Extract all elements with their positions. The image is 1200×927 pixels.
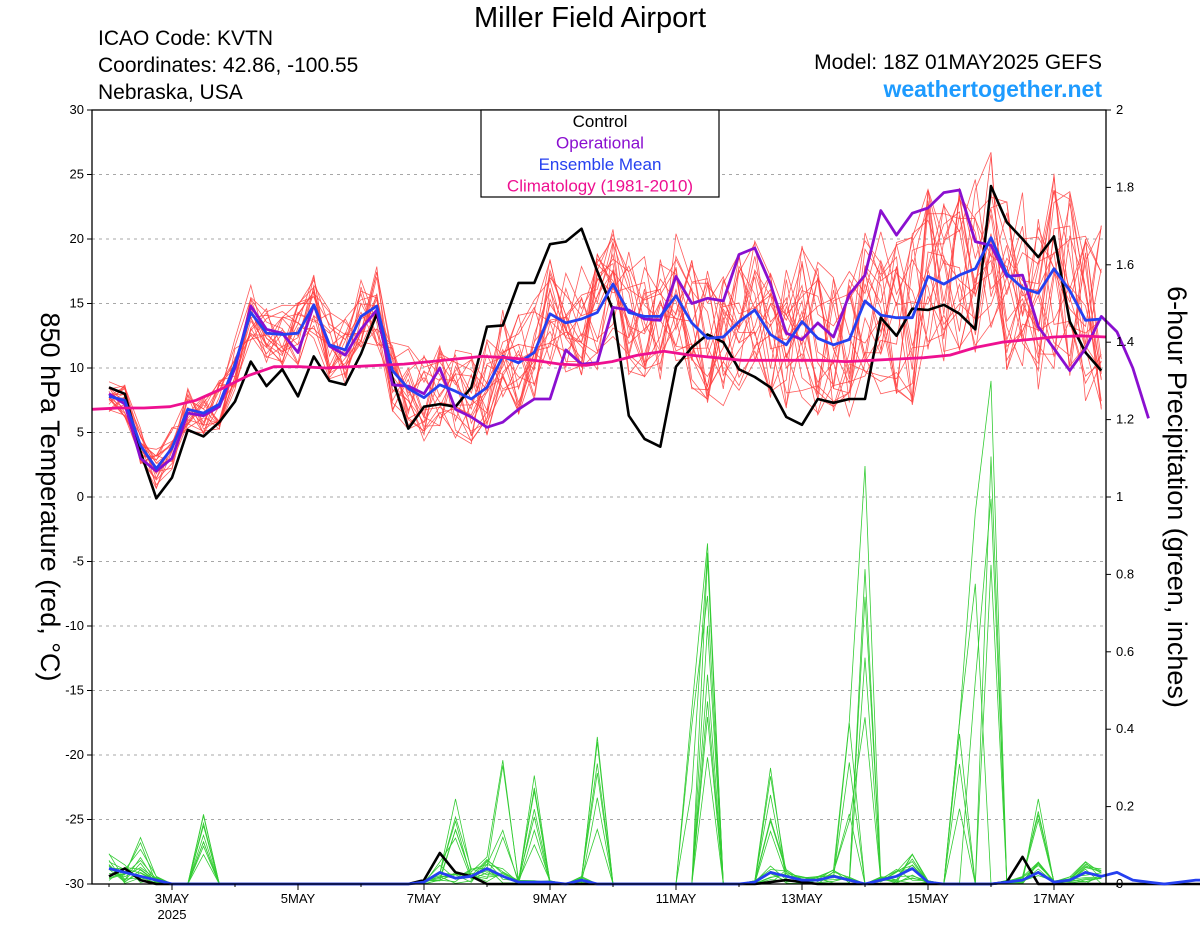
temp-member-line xyxy=(108,190,1102,464)
x-tick-label: 7MAY xyxy=(407,891,442,906)
temp-member-line xyxy=(108,179,1102,475)
y-tick-label: 15 xyxy=(70,296,84,311)
grid-lines xyxy=(92,174,1106,820)
temp-member-line xyxy=(108,177,1102,480)
precip-member-line xyxy=(108,657,1102,885)
y-tick-label: 5 xyxy=(77,425,84,440)
y-tick-label: 30 xyxy=(70,102,84,117)
y-tick-label: -5 xyxy=(72,554,84,569)
legend-box xyxy=(480,109,720,198)
icao-code: ICAO Code: KVTN xyxy=(98,27,274,50)
y-tick-label: -15 xyxy=(65,683,84,698)
y-tick-label: 25 xyxy=(70,167,84,182)
x-tick-year: 2025 xyxy=(158,907,187,922)
temp-member-line xyxy=(108,152,1102,461)
x-tick-label: 17MAY xyxy=(1033,891,1075,906)
ensemble-members xyxy=(108,152,1102,885)
temp-member-line xyxy=(108,194,1102,457)
temp-member-line xyxy=(108,155,1102,465)
legend-entry: Climatology (1981-2010) xyxy=(507,177,693,196)
ensemble-mean-temp-line xyxy=(108,236,1102,471)
precip-member-line xyxy=(108,380,1102,885)
y-tick-label: -30 xyxy=(65,876,84,891)
control-temp-line xyxy=(108,184,1103,500)
y2-tick-label: 0.8 xyxy=(1116,566,1134,581)
x-tick-label: 3MAY xyxy=(155,891,190,906)
precip-member-line xyxy=(108,674,1102,885)
chart-title: Miller Field Airport xyxy=(473,2,707,34)
x-tick-label: 13MAY xyxy=(781,891,823,906)
y2-tick-label: 1.8 xyxy=(1116,179,1134,194)
y-axis-label: 850 hPa Temperature (red, °C) xyxy=(35,313,65,682)
x-tick-label: 5MAY xyxy=(281,891,316,906)
region: Nebraska, USA xyxy=(98,81,243,104)
precip-member-line xyxy=(108,569,1102,885)
y2-tick-label: 1.6 xyxy=(1116,257,1134,272)
y2-tick-label: 1 xyxy=(1116,489,1123,504)
y-tick-label: -20 xyxy=(65,747,84,762)
x-tick-label: 9MAY xyxy=(533,891,568,906)
site-link[interactable]: weathertogether.net xyxy=(883,76,1102,102)
y2-tick-label: 2 xyxy=(1116,102,1123,117)
y-tick-label: 0 xyxy=(77,489,84,504)
climatology-temp-line xyxy=(91,334,1107,411)
y-tick-label: 10 xyxy=(70,360,84,375)
y2-tick-label: 0.6 xyxy=(1116,644,1134,659)
y2-tick-label: 0.2 xyxy=(1116,799,1134,814)
legend-entry: Control xyxy=(573,112,628,131)
axis-ticks: 302520151050-5-10-15-20-25-3021.81.61.41… xyxy=(65,102,1134,922)
temp-member-line xyxy=(108,188,1102,473)
x-tick-label: 15MAY xyxy=(907,891,949,906)
y2-tick-label: 1.4 xyxy=(1116,334,1134,349)
control-precip-line xyxy=(108,851,1200,886)
precip-member-line xyxy=(108,558,1102,885)
legend-entry: Ensemble Mean xyxy=(539,155,662,174)
y2-tick-label: 0.4 xyxy=(1116,721,1134,736)
temp-member-line xyxy=(108,190,1102,469)
y-tick-label: -10 xyxy=(65,618,84,633)
y2-tick-label: 0 xyxy=(1116,876,1123,891)
x-tick-label: 11MAY xyxy=(656,891,697,906)
coordinates: Coordinates: 42.86, -100.55 xyxy=(98,54,359,77)
model-run: Model: 18Z 01MAY2025 GEFS xyxy=(814,51,1102,74)
y2-tick-label: 1.2 xyxy=(1116,412,1134,427)
temp-member-line xyxy=(108,189,1102,486)
legend-entry: Operational xyxy=(556,134,644,153)
legend: Control Operational Ensemble Mean Climatolo… xyxy=(480,109,720,198)
y-tick-label: 20 xyxy=(70,231,84,246)
y2-axis-label: 6-hour Precipitation (green, inches) xyxy=(1162,286,1192,708)
y-tick-label: -25 xyxy=(65,812,84,827)
